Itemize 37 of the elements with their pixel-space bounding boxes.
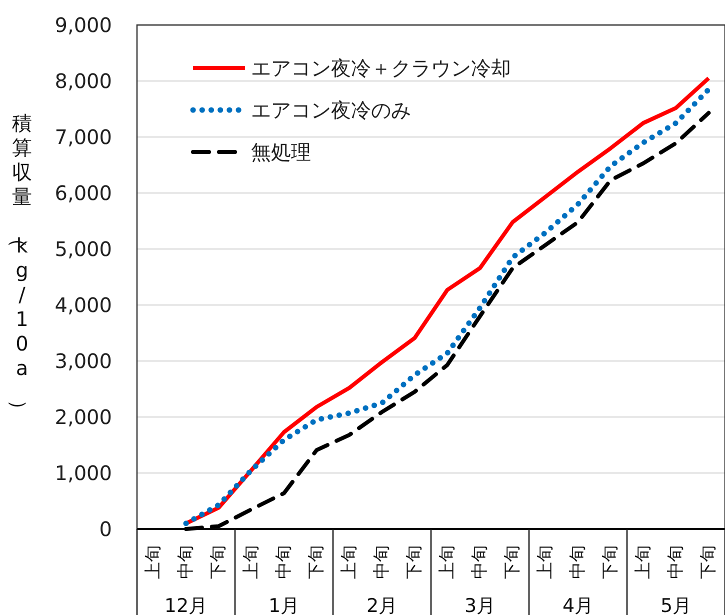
y-tick-label: 8,000 xyxy=(54,69,112,93)
y-tick-label: 6,000 xyxy=(54,181,112,205)
x-tick-label: 中旬 xyxy=(372,545,392,579)
legend-label: エアコン夜冷＋クラウン冷却 xyxy=(251,56,511,80)
x-tick-label: 上旬 xyxy=(633,545,654,579)
x-tick-label: 上旬 xyxy=(241,545,262,579)
x-tick-label: 下旬 xyxy=(502,545,523,579)
x-tick-label: 下旬 xyxy=(698,545,719,579)
x-tick-label: 中旬 xyxy=(470,545,490,579)
text: 12月 xyxy=(164,595,208,615)
x-tick-label: 下旬 xyxy=(404,545,425,579)
x-tick-label: 中旬 xyxy=(666,545,686,579)
x-tick-label: 中旬 xyxy=(568,545,588,579)
y-tick-label: 9,000 xyxy=(54,13,112,37)
x-tick-label: 上旬 xyxy=(437,545,458,579)
y-tick-label: 1,000 xyxy=(54,461,112,485)
x-tick-label: 下旬 xyxy=(306,545,327,579)
y-tick-label: 7,000 xyxy=(54,125,112,149)
x-tick-label: 上旬 xyxy=(535,545,556,579)
legend-label: 無処理 xyxy=(251,140,311,164)
x-tick-label: 下旬 xyxy=(600,545,621,579)
y-tick-label: 5,000 xyxy=(54,237,112,261)
x-tick-label: 上旬 xyxy=(143,545,164,579)
legend-label: エアコン夜冷のみ xyxy=(251,98,411,122)
x-tick-label: 中旬 xyxy=(274,545,294,579)
y-tick-label: 3,000 xyxy=(54,349,112,373)
text: 5月 xyxy=(660,595,692,615)
text: 1月 xyxy=(268,595,300,615)
y-tick-label: 0 xyxy=(99,517,112,541)
x-tick-label: 中旬 xyxy=(176,545,196,579)
x-tick-label: 上旬 xyxy=(339,545,360,579)
y-tick-label: 2,000 xyxy=(54,405,112,429)
x-tick-label: 下旬 xyxy=(208,545,229,579)
text: 2月 xyxy=(366,595,398,615)
y-tick-label: 4,000 xyxy=(54,293,112,317)
text: 3月 xyxy=(464,595,496,615)
text: 4月 xyxy=(562,595,594,615)
